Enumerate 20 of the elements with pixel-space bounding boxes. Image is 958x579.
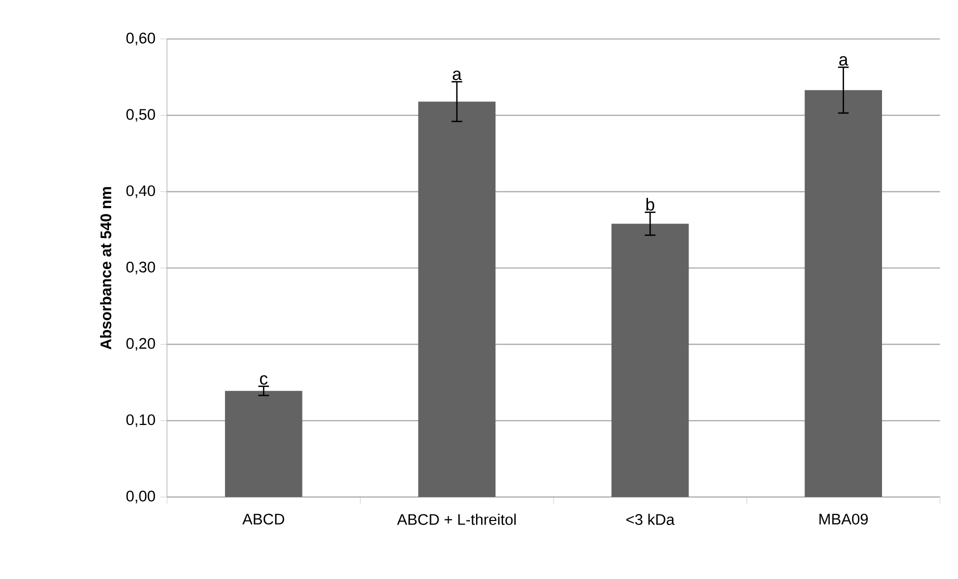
y-tick-label: 0,40 (126, 185, 156, 198)
y-tick-label: 0,00 (126, 490, 156, 504)
y-tick-label: 0,20 (126, 338, 156, 351)
annotation: c (260, 375, 268, 385)
x-tick-label: <3 kDa (626, 514, 675, 525)
y-tick-label: 0,60 (126, 32, 156, 46)
bar (804, 90, 882, 497)
annotation: a (839, 56, 848, 66)
bar (611, 224, 689, 497)
y-tick-label: 0,50 (126, 108, 156, 122)
y-tick-label: 0,30 (126, 262, 156, 274)
bar (418, 102, 496, 497)
y-tick-label: 0,10 (126, 414, 156, 427)
x-tick-label: MBA09 (819, 514, 868, 525)
x-tick-label: ABCD (242, 514, 284, 525)
bar (224, 390, 302, 497)
x-tick-label: ABCD + L-threitol (397, 514, 516, 525)
annotation: b (646, 198, 654, 211)
annotation: a (452, 70, 462, 80)
y-axis-title: Absorbance at 540 nm (100, 187, 112, 350)
